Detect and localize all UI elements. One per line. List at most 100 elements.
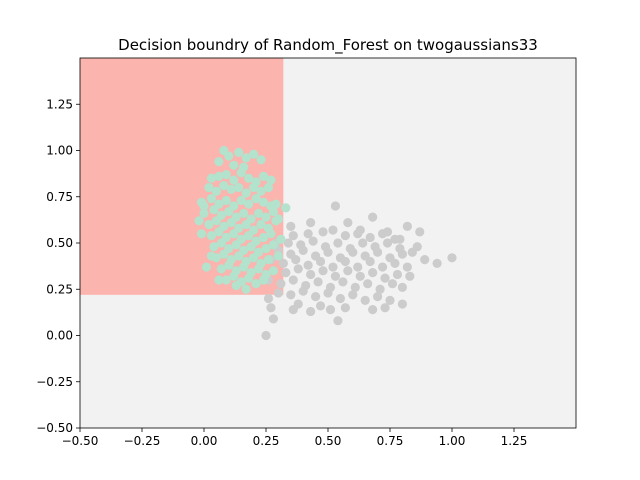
x-tick-label: −0.25 xyxy=(124,434,161,448)
point-class0 xyxy=(214,157,224,167)
point-class0 xyxy=(261,212,271,222)
point-class0 xyxy=(219,249,229,259)
point-class1 xyxy=(333,316,343,326)
point-class1 xyxy=(266,303,276,313)
scatter-points xyxy=(194,145,457,341)
point-class0 xyxy=(258,171,269,181)
point-class1 xyxy=(397,299,407,309)
point-class1 xyxy=(291,255,301,265)
point-class0 xyxy=(219,181,229,191)
point-class1 xyxy=(348,247,358,257)
point-class1 xyxy=(353,262,363,272)
point-class0 xyxy=(229,229,239,239)
point-class1 xyxy=(286,221,296,231)
point-class1 xyxy=(298,245,308,255)
point-class0 xyxy=(251,279,261,289)
point-class1 xyxy=(276,279,286,289)
point-class0 xyxy=(221,275,231,285)
point-class0 xyxy=(268,240,279,250)
point-class1 xyxy=(365,232,375,243)
point-class1 xyxy=(387,279,398,289)
point-class1 xyxy=(278,258,288,268)
y-tick-label: 1.00 xyxy=(46,144,73,158)
point-class1 xyxy=(355,271,365,281)
point-class0 xyxy=(206,251,217,261)
point-class1 xyxy=(340,231,350,241)
point-class0 xyxy=(229,160,239,170)
point-class0 xyxy=(209,205,219,215)
point-class0 xyxy=(266,175,276,185)
point-class1 xyxy=(385,295,395,305)
point-class0 xyxy=(261,243,271,254)
point-class1 xyxy=(397,249,407,259)
point-class1 xyxy=(263,293,274,304)
point-class1 xyxy=(340,303,350,313)
y-tick-label: −0.50 xyxy=(36,421,73,435)
point-class1 xyxy=(363,279,373,289)
point-class1 xyxy=(340,256,350,267)
point-class0 xyxy=(224,206,234,217)
point-class0 xyxy=(221,169,231,180)
x-tick-label: 1.00 xyxy=(439,434,466,448)
point-class0 xyxy=(206,231,217,241)
point-class0 xyxy=(229,271,239,281)
point-class0 xyxy=(256,219,266,230)
chart-title: Decision boundry of Random_Forest on two… xyxy=(118,36,538,55)
point-class1 xyxy=(306,269,316,280)
point-class1 xyxy=(397,282,407,292)
point-class0 xyxy=(256,155,266,165)
point-class1 xyxy=(330,201,341,211)
x-tick-label: 1.25 xyxy=(501,434,528,448)
point-class1 xyxy=(318,227,328,237)
point-class0 xyxy=(214,171,224,181)
point-class0 xyxy=(214,227,224,237)
point-class0 xyxy=(214,275,224,285)
point-class0 xyxy=(204,182,214,193)
point-class1 xyxy=(373,247,383,257)
point-class1 xyxy=(306,306,316,317)
point-class1 xyxy=(306,218,316,228)
point-class0 xyxy=(239,208,249,218)
point-class1 xyxy=(402,262,412,272)
x-tick-label: 0.25 xyxy=(253,434,280,448)
point-class0 xyxy=(231,240,241,250)
y-axis: −0.50 −0.25 0.00 0.25 0.50 0.75 1.00 1.25 xyxy=(36,97,80,435)
point-class0 xyxy=(258,197,269,207)
point-class0 xyxy=(234,251,244,261)
point-class1 xyxy=(420,255,430,265)
point-class0 xyxy=(201,262,212,272)
point-class0 xyxy=(244,231,254,241)
point-class1 xyxy=(343,266,353,276)
point-class0 xyxy=(253,208,264,218)
point-class1 xyxy=(311,292,321,302)
point-class0 xyxy=(216,238,226,248)
point-class0 xyxy=(244,273,254,283)
point-class1 xyxy=(335,293,345,304)
point-class1 xyxy=(288,231,298,241)
point-class0 xyxy=(241,219,251,230)
point-class1 xyxy=(323,288,333,298)
point-class1 xyxy=(368,305,378,315)
point-class1 xyxy=(360,295,370,305)
point-class1 xyxy=(432,258,442,268)
point-class0 xyxy=(256,186,266,196)
y-tick-label: 0.75 xyxy=(46,190,73,204)
point-class1 xyxy=(318,266,328,276)
point-class1 xyxy=(261,330,271,341)
point-class1 xyxy=(395,234,405,244)
point-class0 xyxy=(253,264,264,274)
point-class1 xyxy=(402,221,412,231)
point-class1 xyxy=(286,290,296,300)
point-class1 xyxy=(390,258,400,268)
x-axis: −0.50 −0.25 0.00 0.25 0.50 0.75 1.00 1.25 xyxy=(62,428,528,448)
point-class1 xyxy=(293,264,303,274)
point-class1 xyxy=(350,282,360,292)
x-tick-label: 0.00 xyxy=(191,434,218,448)
point-class1 xyxy=(328,262,338,272)
y-tick-label: 0.50 xyxy=(46,236,73,250)
point-class0 xyxy=(216,264,226,274)
point-class0 xyxy=(231,280,241,291)
point-class0 xyxy=(199,201,209,211)
point-class0 xyxy=(251,194,261,204)
point-class1 xyxy=(415,227,425,237)
